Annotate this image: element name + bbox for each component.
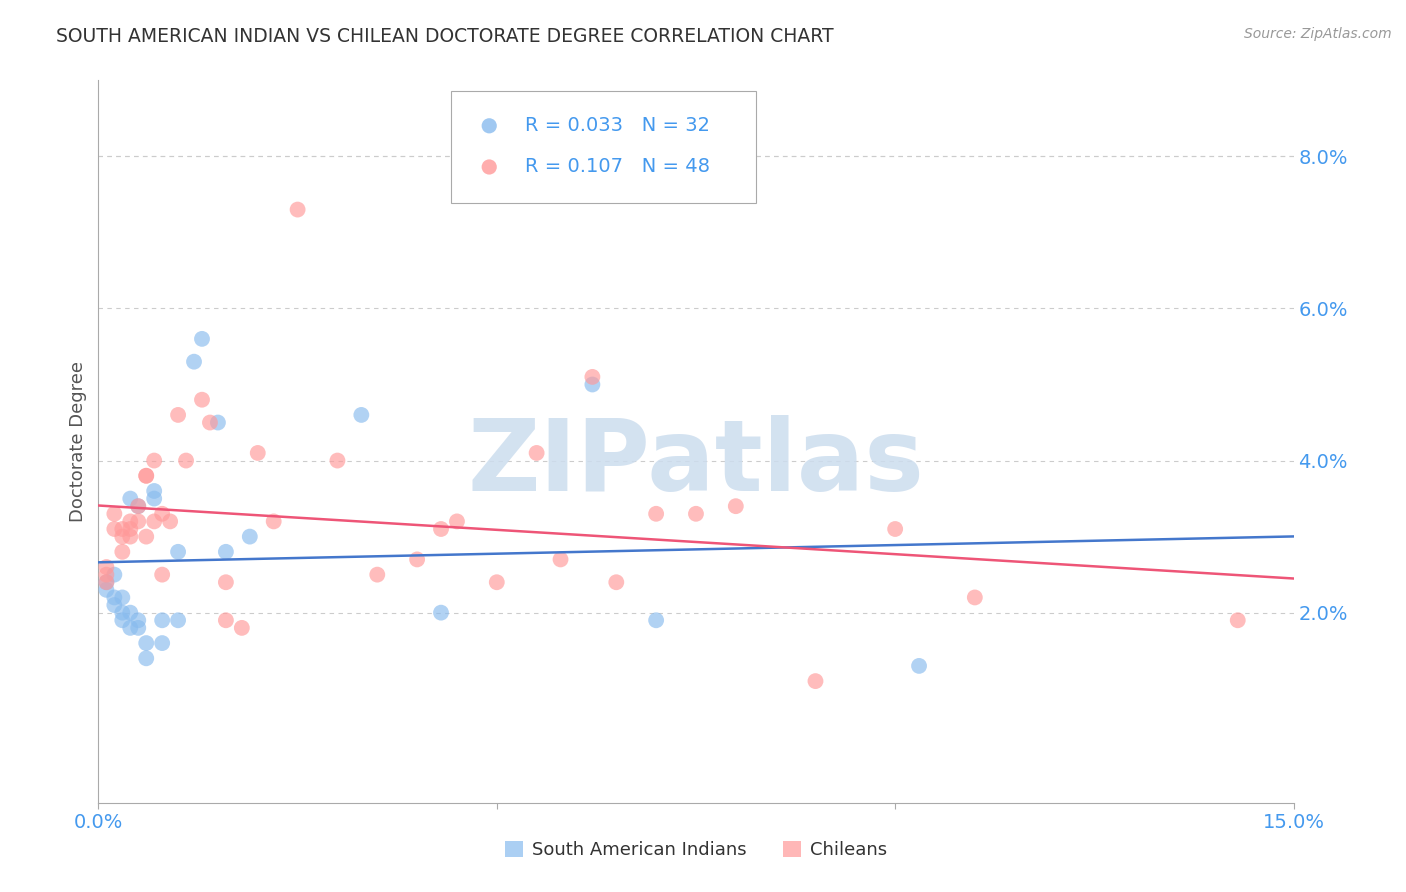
Point [167,613,190,627]
Point [167,545,190,559]
Point [111,530,134,544]
Point [430,522,453,536]
Point [191,332,214,346]
Point [366,567,388,582]
Point [135,468,157,483]
Point [884,522,907,536]
Point [135,651,157,665]
Point [239,530,262,544]
Point [963,591,986,605]
Point [103,522,125,536]
Point [96,567,118,582]
Point [167,408,190,422]
Point [143,453,166,467]
Point [350,408,373,422]
Point [127,621,149,635]
Point [326,453,349,467]
Point [174,453,197,467]
Point [605,575,627,590]
FancyBboxPatch shape [451,91,756,203]
Point [724,499,747,513]
Point [685,507,707,521]
Point [1226,613,1249,627]
Point [215,545,238,559]
Point [111,606,134,620]
Point [103,591,125,605]
Point [111,522,134,536]
Text: R = 0.107   N = 48: R = 0.107 N = 48 [524,158,710,177]
Point [198,416,221,430]
Point [150,636,173,650]
Point [127,499,149,513]
Point [215,613,238,627]
Point [120,606,142,620]
Point [103,598,125,612]
Point [103,567,125,582]
Point [430,606,453,620]
Point [207,416,229,430]
Point [581,370,603,384]
Point [645,613,668,627]
Point [215,575,238,590]
Point [150,567,173,582]
Y-axis label: Doctorate Degree: Doctorate Degree [69,361,87,522]
Point [120,530,142,544]
Point [127,515,149,529]
Point [96,560,118,574]
Point [183,354,205,368]
Point [111,545,134,559]
Point [231,621,253,635]
Point [127,613,149,627]
Point [120,522,142,536]
Point [191,392,214,407]
Text: Source: ZipAtlas.com: Source: ZipAtlas.com [1244,27,1392,41]
Point [485,575,508,590]
Legend: South American Indians, Chileans: South American Indians, Chileans [498,833,894,866]
Point [120,621,142,635]
Point [111,613,134,627]
Point [96,582,118,597]
Point [96,575,118,590]
Point [127,499,149,513]
Point [406,552,429,566]
Point [143,491,166,506]
Point [143,515,166,529]
Point [120,515,142,529]
Point [150,613,173,627]
Point [287,202,309,217]
Point [96,575,118,590]
Point [263,515,285,529]
Point [143,483,166,498]
Point [581,377,603,392]
Point [550,552,572,566]
Point [135,636,157,650]
Point [246,446,269,460]
Point [804,674,827,689]
Point [103,507,125,521]
Text: R = 0.033   N = 32: R = 0.033 N = 32 [524,116,710,136]
Point [135,468,157,483]
Point [446,515,468,529]
Point [120,491,142,506]
Point [526,446,548,460]
Point [150,507,173,521]
Point [111,591,134,605]
Text: SOUTH AMERICAN INDIAN VS CHILEAN DOCTORATE DEGREE CORRELATION CHART: SOUTH AMERICAN INDIAN VS CHILEAN DOCTORA… [56,27,834,45]
Point [645,507,668,521]
Point [135,530,157,544]
Point [159,515,181,529]
Text: ZIPatlas: ZIPatlas [468,415,924,512]
Point [908,659,931,673]
